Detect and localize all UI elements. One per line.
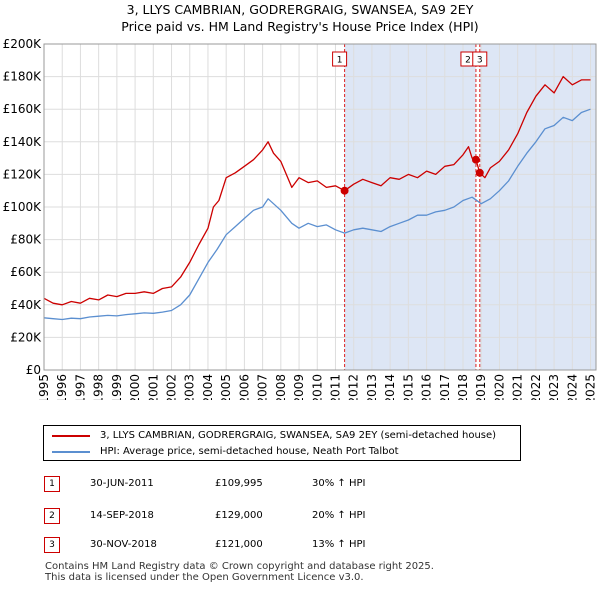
y-tick-label: £60K (10, 265, 42, 279)
x-tick-label: 2004 (201, 374, 215, 400)
sale-date: 14-SEP-2018 (90, 510, 154, 521)
sale-label-box (332, 51, 348, 67)
sale-price: £121,000 (215, 539, 263, 550)
plot-border (43, 43, 597, 371)
x-tick-label: 2011 (328, 374, 342, 400)
x-tick-label: 1996 (55, 374, 69, 400)
x-tick-label: 1997 (73, 374, 87, 400)
x-tick-label: 1999 (110, 374, 124, 400)
legend-swatch-hpi (52, 451, 90, 453)
x-tick-label: 2021 (511, 374, 525, 400)
x-tick-label: 2013 (365, 374, 379, 400)
sale-date: 30-NOV-2018 (90, 539, 157, 550)
legend-swatch-property (52, 435, 90, 437)
y-tick-label: £140K (3, 135, 43, 149)
x-tick-label: 2019 (474, 374, 488, 400)
x-tick-label: 2003 (183, 374, 197, 400)
sale-label-text: 1 (337, 56, 343, 66)
y-tick-label: £20K (10, 330, 42, 344)
x-tick-label: 2017 (438, 374, 452, 400)
x-tick-label: 2009 (292, 374, 306, 400)
chart-title-address: 3, LLYS CAMBRIAN, GODRERGRAIG, SWANSEA, … (126, 2, 474, 17)
x-tick-label: 2005 (219, 374, 233, 400)
sale-hpi-change: 30% ↑ HPI (312, 478, 366, 489)
chart-subtitle: Price paid vs. HM Land Registry's House … (121, 19, 479, 34)
x-tick-label: 2014 (383, 374, 397, 400)
sale-price: £129,000 (215, 510, 263, 521)
x-tick-label: 2002 (165, 374, 179, 400)
y-tick-label: £40K (10, 298, 42, 312)
sale-date: 30-JUN-2011 (90, 478, 154, 489)
x-tick-label: 2012 (347, 374, 361, 400)
sale-label-text: 3 (477, 56, 483, 66)
y-tick-label: £160K (3, 102, 43, 116)
sale-number-badge: 3 (44, 537, 60, 553)
sale-hpi-change: 13% ↑ HPI (312, 539, 366, 550)
footer-copyright: Contains HM Land Registry data © Crown c… (45, 561, 434, 572)
y-tick-label: £100K (3, 200, 43, 214)
footer-license: This data is licensed under the Open Gov… (45, 572, 364, 583)
y-tick-label: £0 (26, 363, 41, 377)
x-tick-label: 2018 (456, 374, 470, 400)
x-tick-label: 1998 (92, 374, 106, 400)
x-tick-label: 2006 (237, 374, 251, 400)
x-tick-label: 2007 (256, 374, 270, 400)
x-tick-label: 2010 (310, 374, 324, 400)
chart-legend: 3, LLYS CAMBRIAN, GODRERGRAIG, SWANSEA, … (43, 425, 521, 461)
sale-number-badge: 2 (44, 508, 60, 524)
y-tick-label: £80K (10, 233, 42, 247)
sale-point (475, 168, 484, 177)
sale-label-text: 2 (465, 56, 471, 66)
x-tick-label: 2000 (128, 374, 142, 400)
property-price-line (43, 75, 591, 306)
sale-point (340, 186, 349, 195)
x-tick-label: 2024 (565, 374, 579, 400)
sale-label-box (472, 51, 488, 67)
x-tick-label: 2015 (401, 374, 415, 400)
x-tick-label: 2008 (274, 374, 288, 400)
sale-number-badge: 1 (44, 476, 60, 492)
y-tick-label: £200K (3, 37, 43, 51)
price-chart: 1 2 3 £0 £20K £40K £60K £80K £100K £120K £140K £160… (3, 37, 598, 400)
y-tick-label: £180K (3, 70, 43, 84)
legend-label-property: 3, LLYS CAMBRIAN, GODRERGRAIG, SWANSEA, … (100, 430, 497, 441)
x-tick-label: 2023 (547, 374, 561, 400)
x-tick-label: 2025 (584, 374, 598, 400)
hpi-line (43, 108, 591, 321)
x-tick-label: 2022 (529, 374, 543, 400)
x-tick-label: 1995 (37, 374, 51, 400)
sale-hpi-change: 20% ↑ HPI (312, 510, 366, 521)
y-tick-label: £120K (3, 167, 43, 181)
x-tick-label: 2001 (146, 374, 160, 400)
x-tick-label: 2020 (492, 374, 506, 400)
x-tick-label: 2016 (420, 374, 434, 400)
sale-price: £109,995 (215, 478, 263, 489)
sale-point (471, 155, 480, 164)
legend-label-hpi: HPI: Average price, semi-detached house,… (100, 446, 399, 457)
